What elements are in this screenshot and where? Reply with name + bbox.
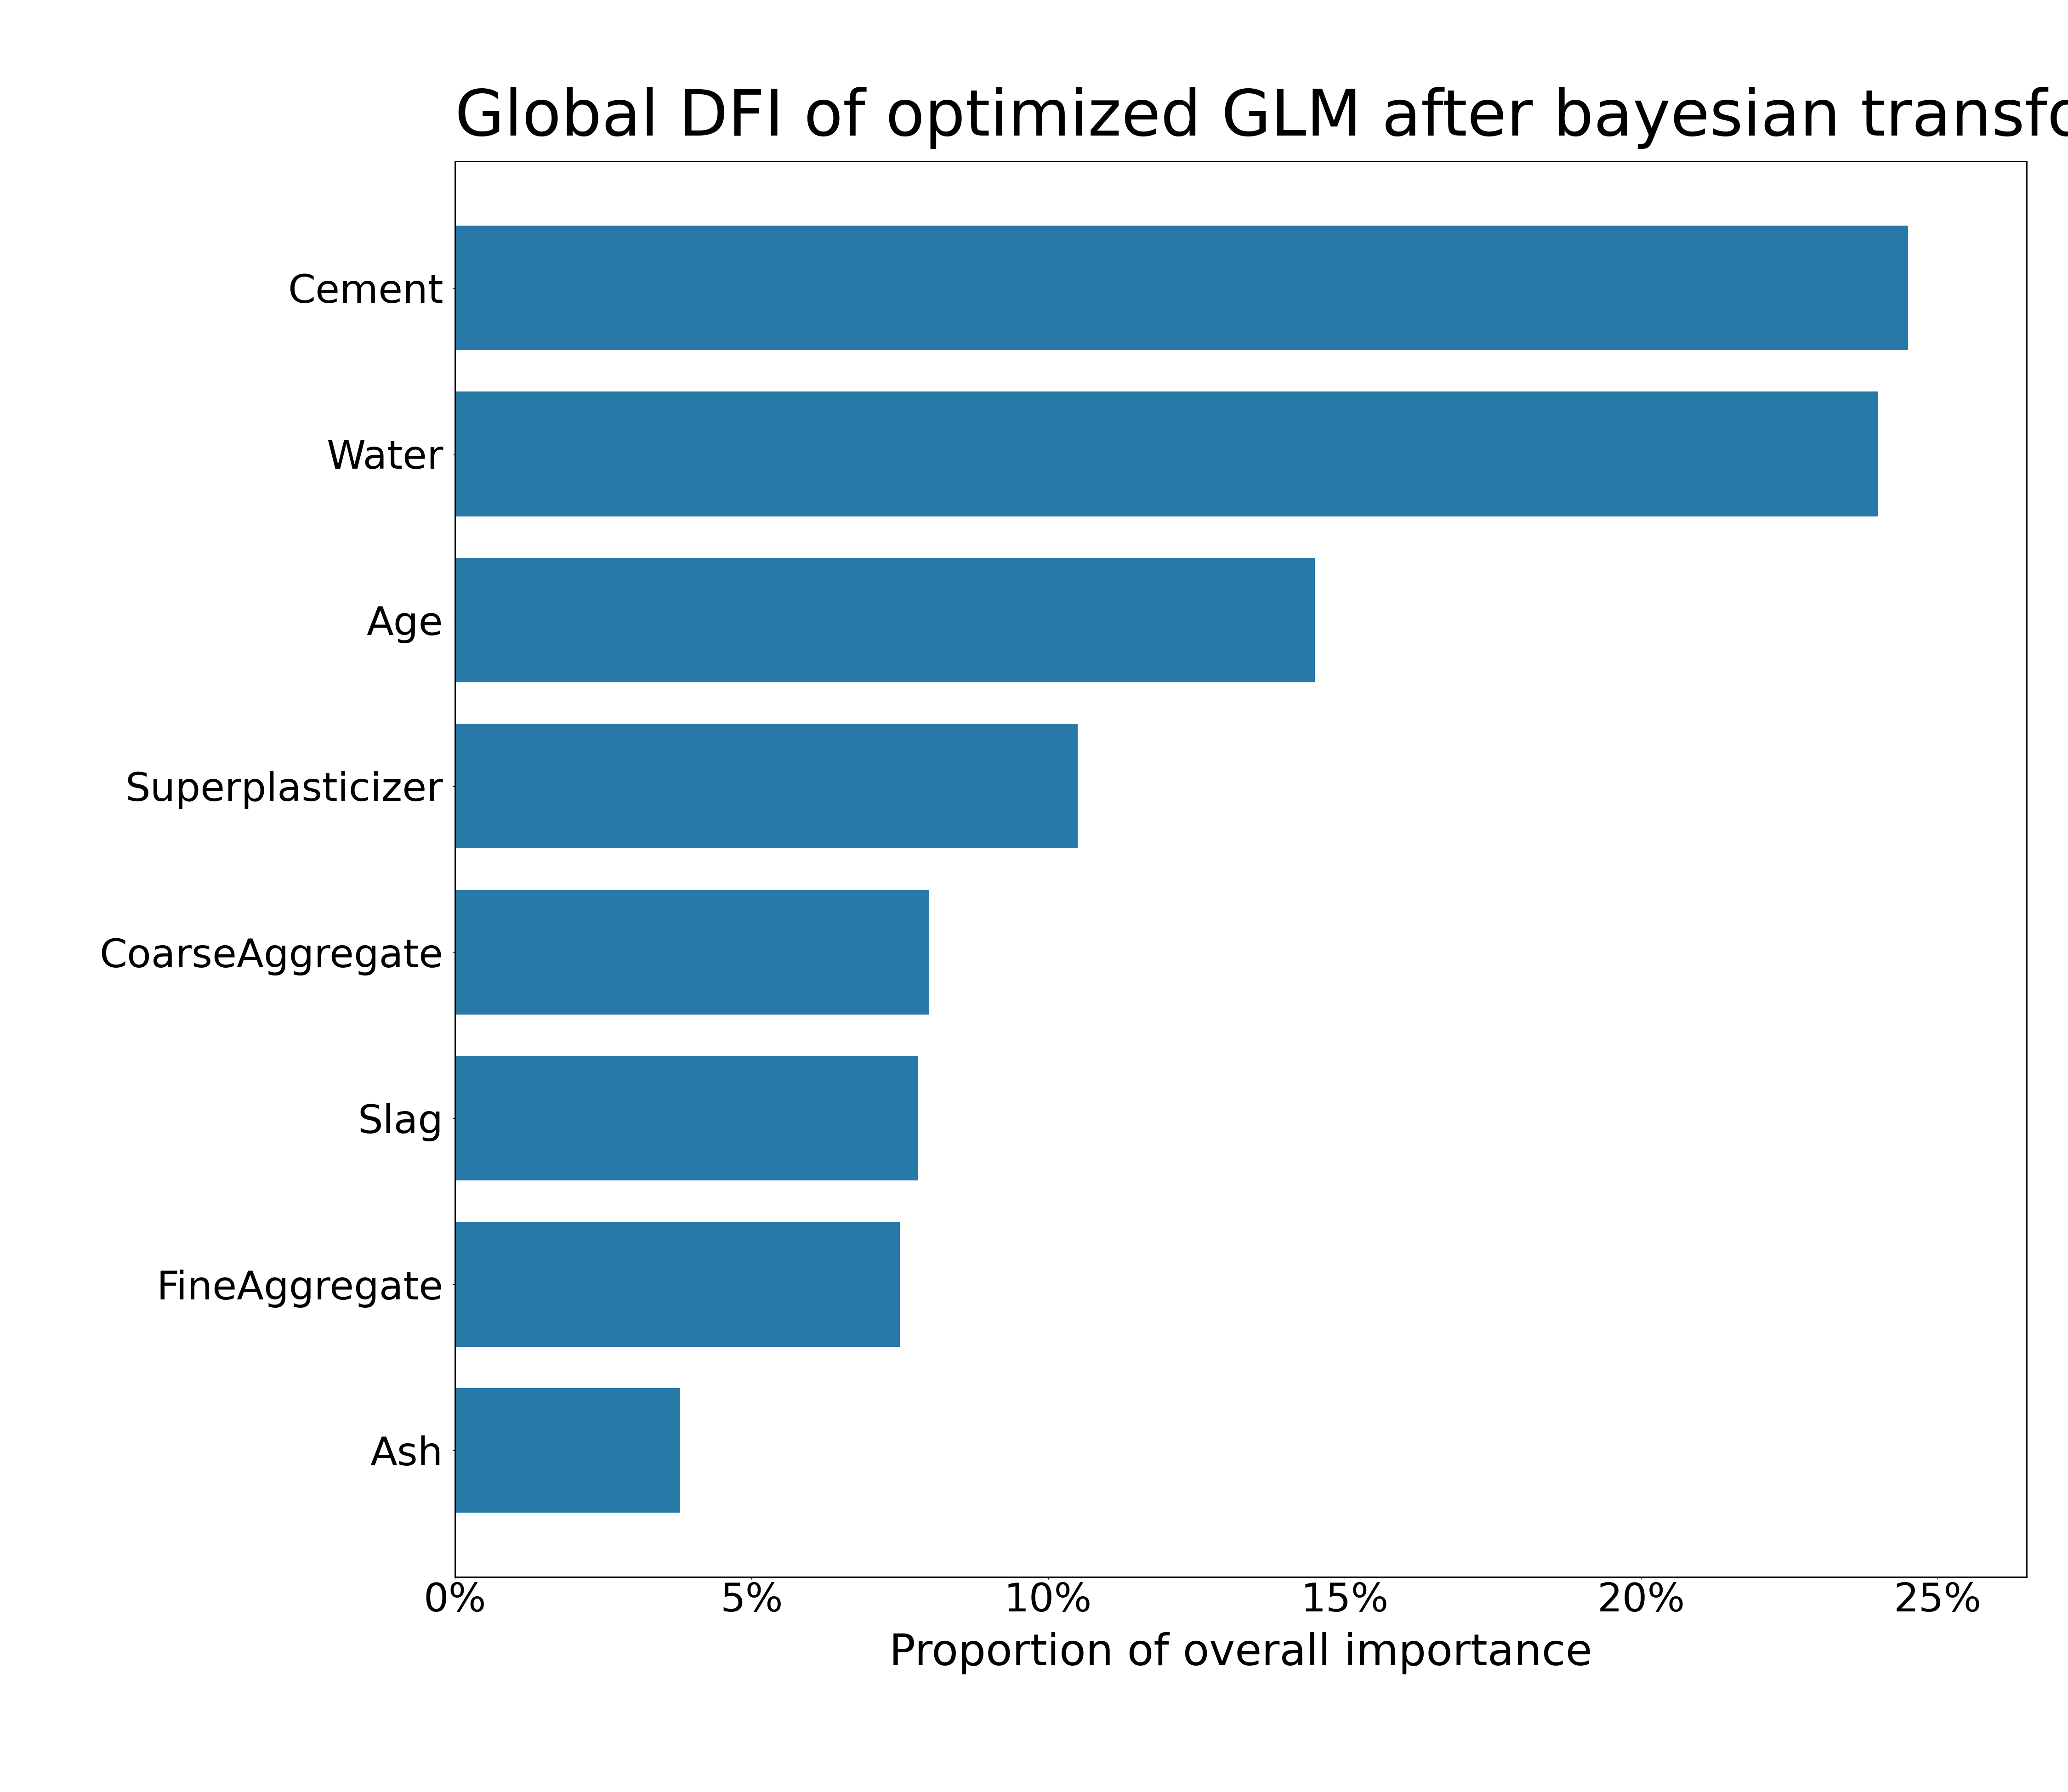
Bar — [455, 557, 1315, 683]
X-axis label: Proportion of overall importance: Proportion of overall importance — [889, 1633, 1592, 1674]
Bar — [455, 724, 1077, 848]
Bar — [455, 891, 929, 1014]
Bar — [455, 392, 1878, 516]
Text: Global DFI of optimized GLM after bayesian transformation: Global DFI of optimized GLM after bayesi… — [455, 88, 2068, 149]
Bar — [455, 1389, 680, 1512]
Bar — [455, 1222, 900, 1346]
Bar — [455, 1055, 918, 1181]
Bar — [455, 226, 1909, 349]
